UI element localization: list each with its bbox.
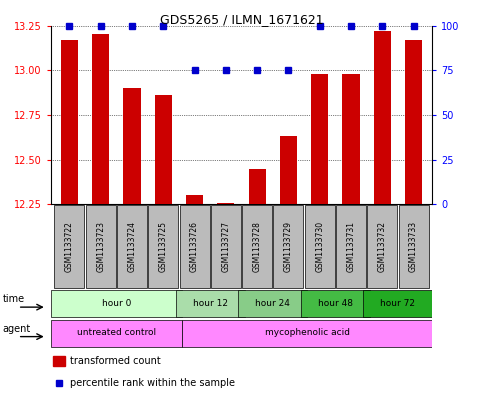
- Bar: [176, 290, 244, 317]
- Text: GSM1133726: GSM1133726: [190, 221, 199, 272]
- Bar: [182, 320, 432, 347]
- Text: GSM1133728: GSM1133728: [253, 221, 262, 272]
- Text: transformed count: transformed count: [70, 356, 161, 366]
- Bar: [51, 290, 182, 317]
- Text: GSM1133730: GSM1133730: [315, 221, 324, 272]
- Bar: [273, 205, 303, 288]
- Bar: [180, 205, 210, 288]
- Bar: [305, 205, 335, 288]
- Bar: [280, 136, 297, 204]
- Bar: [405, 40, 422, 204]
- Bar: [374, 31, 391, 204]
- Text: hour 0: hour 0: [102, 299, 131, 307]
- Text: hour 24: hour 24: [256, 299, 290, 307]
- Text: hour 72: hour 72: [381, 299, 415, 307]
- Text: GSM1133732: GSM1133732: [378, 221, 387, 272]
- Bar: [92, 35, 109, 204]
- Bar: [217, 202, 234, 204]
- Bar: [117, 205, 147, 288]
- Bar: [86, 205, 116, 288]
- Text: GSM1133722: GSM1133722: [65, 221, 74, 272]
- Bar: [124, 88, 141, 204]
- Bar: [367, 205, 397, 288]
- Bar: [311, 74, 328, 204]
- Text: GSM1133733: GSM1133733: [409, 221, 418, 272]
- Bar: [53, 356, 65, 366]
- Bar: [364, 290, 432, 317]
- Text: time: time: [2, 294, 25, 304]
- Bar: [398, 205, 428, 288]
- Bar: [336, 205, 366, 288]
- Text: GSM1133731: GSM1133731: [346, 221, 355, 272]
- Text: GSM1133723: GSM1133723: [96, 221, 105, 272]
- Bar: [249, 169, 266, 204]
- Text: agent: agent: [2, 324, 31, 334]
- Bar: [186, 195, 203, 204]
- Text: GSM1133727: GSM1133727: [221, 221, 230, 272]
- Text: percentile rank within the sample: percentile rank within the sample: [70, 378, 235, 388]
- Text: GDS5265 / ILMN_1671621: GDS5265 / ILMN_1671621: [160, 13, 323, 26]
- Text: GSM1133724: GSM1133724: [128, 221, 137, 272]
- Text: GSM1133729: GSM1133729: [284, 221, 293, 272]
- Bar: [211, 205, 241, 288]
- Bar: [61, 40, 78, 204]
- Text: GSM1133725: GSM1133725: [159, 221, 168, 272]
- Bar: [301, 290, 369, 317]
- Bar: [155, 95, 172, 204]
- Text: mycophenolic acid: mycophenolic acid: [265, 328, 350, 337]
- Bar: [342, 74, 359, 204]
- Bar: [55, 205, 85, 288]
- Bar: [148, 205, 178, 288]
- Bar: [51, 320, 182, 347]
- Text: untreated control: untreated control: [77, 328, 156, 337]
- Bar: [239, 290, 307, 317]
- Bar: [242, 205, 272, 288]
- Text: hour 12: hour 12: [193, 299, 227, 307]
- Text: hour 48: hour 48: [318, 299, 353, 307]
